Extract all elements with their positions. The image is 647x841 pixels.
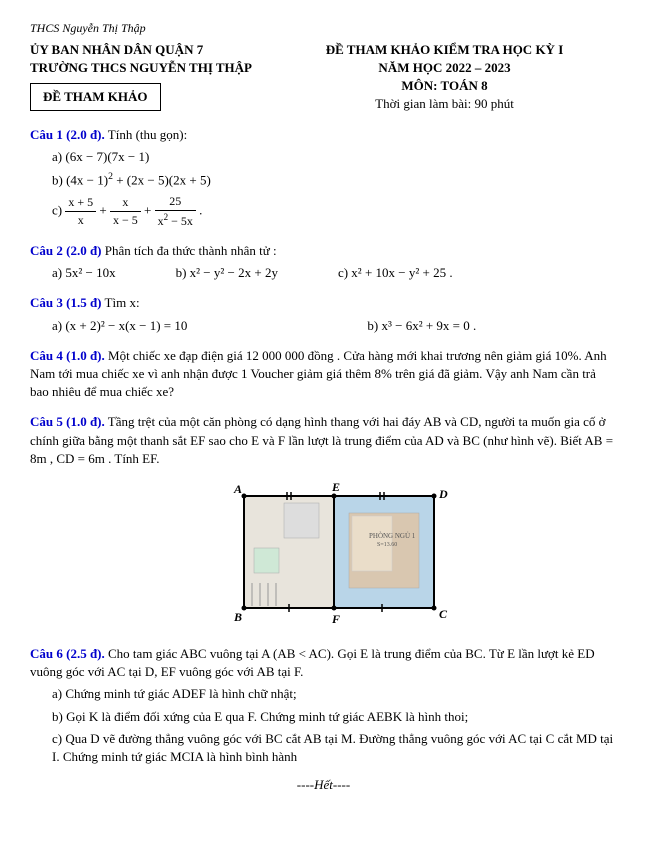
- frac-den: x2 − 5x: [155, 211, 196, 230]
- label-d: D: [438, 487, 448, 501]
- q6-head: Câu 6 (2.5 đ).: [30, 646, 105, 661]
- end-marker: ----Hết----: [30, 776, 617, 794]
- q1-b-pre: (4x − 1): [66, 172, 108, 187]
- q3-a: a) (x + 2)² − x(x − 1) = 10: [52, 317, 187, 335]
- title-line-2: NĂM HỌC 2022 – 2023: [272, 59, 617, 77]
- q1-a-expr: (6x − 7)(7x − 1): [65, 149, 149, 164]
- q1-b-label: b): [52, 172, 63, 187]
- q1-b-post: + (2x − 5)(2x + 5): [113, 172, 211, 187]
- q3-row: a) (x + 2)² − x(x − 1) = 10 b) x³ − 6x² …: [52, 317, 617, 335]
- header-block: ỦY BAN NHÂN DÂN QUẬN 7 TRƯỜNG THCS NGUYỄ…: [30, 41, 617, 114]
- q1-c: c) x + 5 x + x x − 5 + 25 x2 − 5x .: [52, 193, 617, 230]
- q5-head: Câu 5 (1.0 đ).: [30, 414, 105, 429]
- header-left: ỦY BAN NHÂN DÂN QUẬN 7 TRƯỜNG THCS NGUYỄ…: [30, 41, 252, 114]
- q2-c: c) x² + 10x − y² + 25 .: [338, 264, 453, 282]
- den-post: − 5x: [168, 214, 193, 228]
- question-2: Câu 2 (2.0 đ) Phân tích đa thức thành nh…: [30, 242, 617, 282]
- room-label: PHÒNG NGỦ 1: [369, 532, 416, 540]
- q6-b: b) Gọi K là điểm đối xứng của E qua F. C…: [52, 708, 617, 726]
- label-f: F: [331, 612, 340, 626]
- question-5: Câu 5 (1.0 đ). Tầng trệt của một căn phò…: [30, 413, 617, 633]
- header-right: ĐỀ THAM KHẢO KIỂM TRA HỌC KỲ I NĂM HỌC 2…: [272, 41, 617, 114]
- exam-box-label: ĐỀ THAM KHẢO: [30, 83, 161, 111]
- frac-den: x: [65, 212, 96, 229]
- question-1: Câu 1 (2.0 đ). Tính (thu gọn): a) (6x − …: [30, 126, 617, 230]
- label-a: A: [233, 482, 242, 496]
- q1-c-label: c): [52, 203, 62, 218]
- plus: +: [144, 203, 151, 218]
- q1-b: b) (4x − 1)2 + (2x − 5)(2x + 5): [52, 170, 617, 190]
- question-4: Câu 4 (1.0 đ). Một chiếc xe đạp điện giá…: [30, 347, 617, 402]
- q3-title: Tìm x:: [105, 295, 140, 310]
- q3-head: Câu 3 (1.5 đ): [30, 295, 102, 310]
- q1-head: Câu 1 (2.0 đ).: [30, 127, 105, 142]
- label-c: C: [439, 607, 448, 621]
- frac-num: 25: [155, 193, 196, 211]
- q2-head: Câu 2 (2.0 đ): [30, 243, 102, 258]
- q1-c-frac1: x + 5 x: [65, 194, 96, 229]
- q4-text: Một chiếc xe đạp điện giá 12 000 000 đồn…: [30, 348, 607, 399]
- dot: .: [199, 203, 202, 218]
- q2-a: a) 5x² − 10x: [52, 264, 116, 282]
- title-line-3: MÔN: TOÁN 8: [272, 77, 617, 95]
- q1-a: a) (6x − 7)(7x − 1): [52, 148, 617, 166]
- frac-num: x: [110, 194, 141, 212]
- trapezoid-figure: A E D B F C PHÒNG NGỦ 1 S=13.60: [174, 478, 474, 628]
- q6-a: a) Chứng minh tứ giác ADEF là hình chữ n…: [52, 685, 617, 703]
- q2-title: Phân tích đa thức thành nhân tử :: [105, 243, 277, 258]
- title-line-4: Thời gian làm bài: 90 phút: [272, 95, 617, 113]
- title-line-1: ĐỀ THAM KHẢO KIỂM TRA HỌC KỲ I: [272, 41, 617, 59]
- q6-c: c) Qua D vẽ đường thẳng vuông góc với BC…: [52, 730, 617, 766]
- frac-den: x − 5: [110, 212, 141, 229]
- q2-row: a) 5x² − 10x b) x² − y² − 2x + 2y c) x² …: [52, 264, 617, 282]
- q3-b: b) x³ − 6x² + 9x = 0 .: [367, 317, 476, 335]
- label-b: B: [233, 610, 242, 624]
- plus: +: [99, 203, 106, 218]
- label-e: E: [331, 480, 340, 494]
- room-sub: S=13.60: [377, 542, 397, 548]
- org-line-2: TRƯỜNG THCS NGUYỄN THỊ THẬP: [30, 59, 252, 77]
- question-3: Câu 3 (1.5 đ) Tìm x: a) (x + 2)² − x(x −…: [30, 294, 617, 334]
- q1-a-label: a): [52, 149, 62, 164]
- q1-c-frac2: x x − 5: [110, 194, 141, 229]
- frac-num: x + 5: [65, 194, 96, 212]
- org-line-1: ỦY BAN NHÂN DÂN QUẬN 7: [30, 41, 252, 59]
- q4-head: Câu 4 (1.0 đ).: [30, 348, 105, 363]
- question-6: Câu 6 (2.5 đ). Cho tam giác ABC vuông tạ…: [30, 645, 617, 766]
- q5-figure: A E D B F C PHÒNG NGỦ 1 S=13.60: [30, 478, 617, 633]
- q5-text: Tầng trệt của một căn phòng có dạng hình…: [30, 414, 613, 465]
- q1-c-frac3: 25 x2 − 5x: [155, 193, 196, 230]
- q6-intro: Cho tam giác ABC vuông tại A (AB < AC). …: [30, 646, 595, 679]
- q2-b: b) x² − y² − 2x + 2y: [176, 264, 278, 282]
- school-header: THCS Nguyễn Thị Thập: [30, 20, 617, 37]
- q1-title: Tính (thu gọn):: [108, 127, 187, 142]
